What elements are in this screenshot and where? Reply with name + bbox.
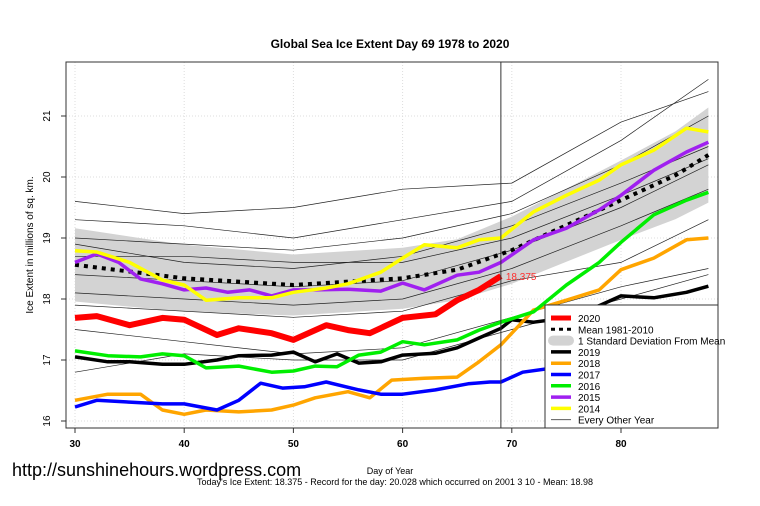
x-tick-label: 70 [506, 439, 518, 450]
legend-box [544, 304, 719, 429]
legend-label: 2016 [578, 382, 601, 393]
y-tick-label: 20 [42, 171, 53, 183]
mean-line-path [74, 153, 710, 288]
other-year-line [74, 268, 709, 355]
other-year-line [74, 188, 709, 306]
y-tick-label: 19 [42, 232, 53, 244]
series-line-2016 [74, 190, 709, 374]
legend-label: 1 Standard Deviation From Mean [578, 337, 725, 348]
legend-label: 2018 [578, 359, 601, 370]
chart-title: Global Sea Ice Extent Day 69 1978 to 202… [271, 37, 510, 51]
watermark: http://sunshinehours.wordpress.com [12, 460, 301, 480]
current-value-label: 18.375 [506, 272, 537, 283]
series-line-2020 [74, 273, 503, 343]
series-line-2018 [74, 236, 709, 417]
legend-label: 2019 [578, 348, 601, 359]
plot-frame [65, 61, 719, 429]
legend-label: Every Other Year [578, 416, 655, 427]
legend-label: 2015 [578, 393, 601, 404]
series-line-2014 [74, 126, 709, 302]
legend-label: Mean 1981-2010 [578, 325, 654, 336]
y-tick-label: 16 [42, 415, 53, 427]
other-year-line [74, 219, 709, 318]
x-tick-label: 60 [397, 439, 409, 450]
mean-line [74, 153, 710, 288]
x-tick-label: 80 [615, 439, 627, 450]
legend-key-band [548, 335, 574, 346]
x-axis-label: Day of Year [367, 466, 414, 476]
y-tick-label: 21 [42, 110, 53, 122]
y-tick-label: 18 [42, 293, 53, 305]
other-year-line [74, 91, 709, 214]
legend-label: 2020 [578, 314, 601, 325]
other-year-line [74, 164, 709, 288]
x-tick-label: 30 [69, 439, 81, 450]
x-tick-label: 50 [288, 439, 300, 450]
std-deviation-band [75, 107, 709, 316]
legend-label: 2014 [578, 404, 601, 415]
y-axis-label: Ice Extent in millions of sq. km. [25, 176, 36, 313]
std-band [75, 107, 709, 316]
y-tick-label: 17 [42, 354, 53, 366]
other-year-line [74, 274, 709, 373]
series-line-2015 [74, 140, 710, 298]
other-year-line [74, 79, 709, 239]
chart-subtitle: Today's Ice Extent: 18.375 - Record for … [197, 477, 593, 487]
legend-label: 2017 [578, 371, 601, 382]
axes: 30 40 50 60 70 80 16 17 18 19 20 21 [42, 110, 627, 450]
x-tick-label: 40 [179, 439, 191, 450]
